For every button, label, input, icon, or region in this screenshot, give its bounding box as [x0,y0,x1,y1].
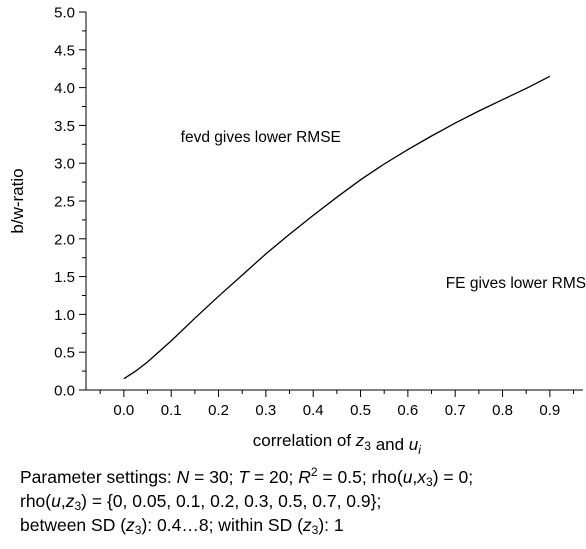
chart-labels: fevd gives lower RMSE FE gives lower RMSE… [8,129,586,457]
series-line-0 [123,75,551,380]
x-axis-label: correlation of z3 and ui [253,431,421,457]
y-tick-label: 3.0 [54,156,75,173]
x-tick-label: 0.6 [397,402,418,419]
y-tick-label: 4.5 [54,42,75,59]
x-tick-label: 0.8 [492,402,513,419]
x-tick-label: 0.1 [161,402,182,419]
y-tick-label: 0.0 [54,383,75,400]
line-chart: 0.0 0.5 1.0 1.5 2.0 2.5 3.0 3.5 4.0 4.5 5.0 0.0 0.1 0… [8,5,586,458]
y-tick-label: 5.0 [54,5,75,22]
y-tick-label: 4.0 [54,80,75,97]
y-tick-label: 0.5 [54,345,75,362]
x-tick-label: 0.2 [208,402,229,419]
y-tick-label: 3.5 [54,118,75,135]
chart-ticks: 0.0 0.5 1.0 1.5 2.0 2.5 3.0 3.5 4.0 4.5 5.0 0.0 0.1 0… [54,5,575,419]
caption-line-2: rho(u,z3) = {0, 0.05, 0.1, 0.2, 0.3, 0.5… [20,491,382,513]
x-tick-label: 0.4 [303,402,324,419]
x-tick-label: 0.3 [255,402,276,419]
annotation-0: fevd gives lower RMSE [181,129,341,146]
chart-series [123,75,551,380]
parameter-caption: Parameter settings: N = 30; T = 20; R2 =… [20,465,580,537]
annotation-1: FE gives lower RMSE [446,275,586,292]
chart-axes [85,12,583,391]
y-tick-label: 2.0 [54,231,75,248]
y-tick-label: 2.5 [54,194,75,211]
x-tick-label: 0.9 [539,402,560,419]
x-tick-label: 0.0 [113,402,134,419]
x-tick-label: 0.7 [445,402,466,419]
caption-line-3: between SD (z3): 0.4…8; within SD (z3): … [20,515,344,537]
y-tick-label: 1.5 [54,269,75,286]
caption-line-1: Parameter settings: N = 30; T = 20; R2 =… [20,465,474,489]
y-tick-label: 1.0 [54,307,75,324]
x-tick-label: 0.5 [350,402,371,419]
y-axis-label: b/w-ratio [8,168,27,233]
